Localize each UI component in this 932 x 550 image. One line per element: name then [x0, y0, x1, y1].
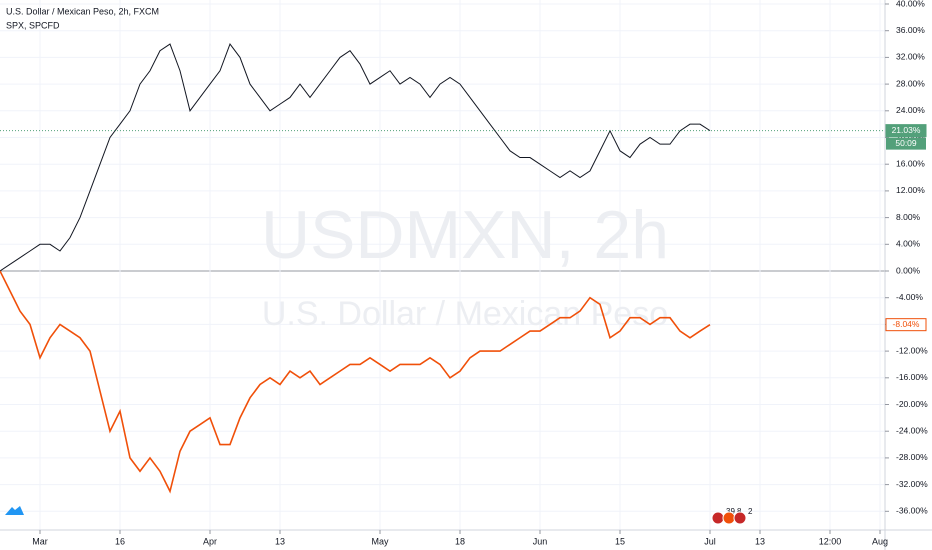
event-badge-label: 2: [748, 507, 753, 516]
event-badge: [711, 511, 725, 525]
series-line: [0, 43, 711, 272]
y-tick-label: -28.00%: [896, 452, 928, 462]
x-tick-label: 16: [115, 536, 125, 546]
x-tick-label: 13: [275, 536, 285, 546]
last-value-label: -8.04%: [893, 319, 920, 329]
x-tick-label: Apr: [203, 536, 217, 546]
y-tick-label: -16.00%: [896, 372, 928, 382]
y-tick-label: 16.00%: [896, 158, 925, 168]
legend-entry: SPX, SPCFD: [6, 20, 60, 30]
y-tick-label: 24.00%: [896, 105, 925, 115]
event-badge: [722, 511, 736, 525]
y-tick-label: 36.00%: [896, 25, 925, 35]
last-value-label: 21.03%: [892, 125, 921, 135]
y-tick-label: 0.00%: [896, 265, 921, 275]
y-tick-label: 8.00%: [896, 212, 921, 222]
y-tick-label: -12.00%: [896, 345, 928, 355]
y-tick-label: -36.00%: [896, 506, 928, 516]
event-badge: [733, 511, 747, 525]
x-tick-label: 15: [615, 536, 625, 546]
y-tick-label: -4.00%: [896, 292, 923, 302]
y-tick-label: -24.00%: [896, 425, 928, 435]
y-tick-label: -32.00%: [896, 479, 928, 489]
x-tick-label: Jul: [704, 536, 716, 546]
countdown-box: [886, 137, 926, 150]
logo: [5, 506, 24, 515]
y-tick-label: 28.00%: [896, 78, 925, 88]
x-tick-label: May: [371, 536, 389, 546]
watermark: USDMXN, 2h: [261, 197, 669, 273]
x-tick-label: Mar: [32, 536, 48, 546]
x-tick-label: Aug: [872, 536, 888, 546]
last-value-box: [885, 124, 927, 138]
watermark-subtitle: U.S. Dollar / Mexican Peso: [262, 295, 668, 333]
y-tick-label: 12.00%: [896, 185, 925, 195]
y-tick-label: 40.00%: [896, 0, 925, 8]
countdown: 50:09: [895, 138, 917, 148]
y-tick-label: 4.00%: [896, 239, 921, 249]
last-value-box: [885, 318, 927, 332]
x-tick-label: Jun: [533, 536, 548, 546]
series-line: [0, 270, 711, 494]
y-tick-label: 32.00%: [896, 52, 925, 62]
x-tick-label: 18: [455, 536, 465, 546]
y-tick-label: -20.00%: [896, 399, 928, 409]
x-tick-label: 13: [755, 536, 765, 546]
event-badge-label: 39: [726, 507, 735, 516]
x-tick-label: 12:00: [819, 536, 842, 546]
legend-entry: U.S. Dollar / Mexican Peso, 2h, FXCM: [6, 6, 159, 16]
